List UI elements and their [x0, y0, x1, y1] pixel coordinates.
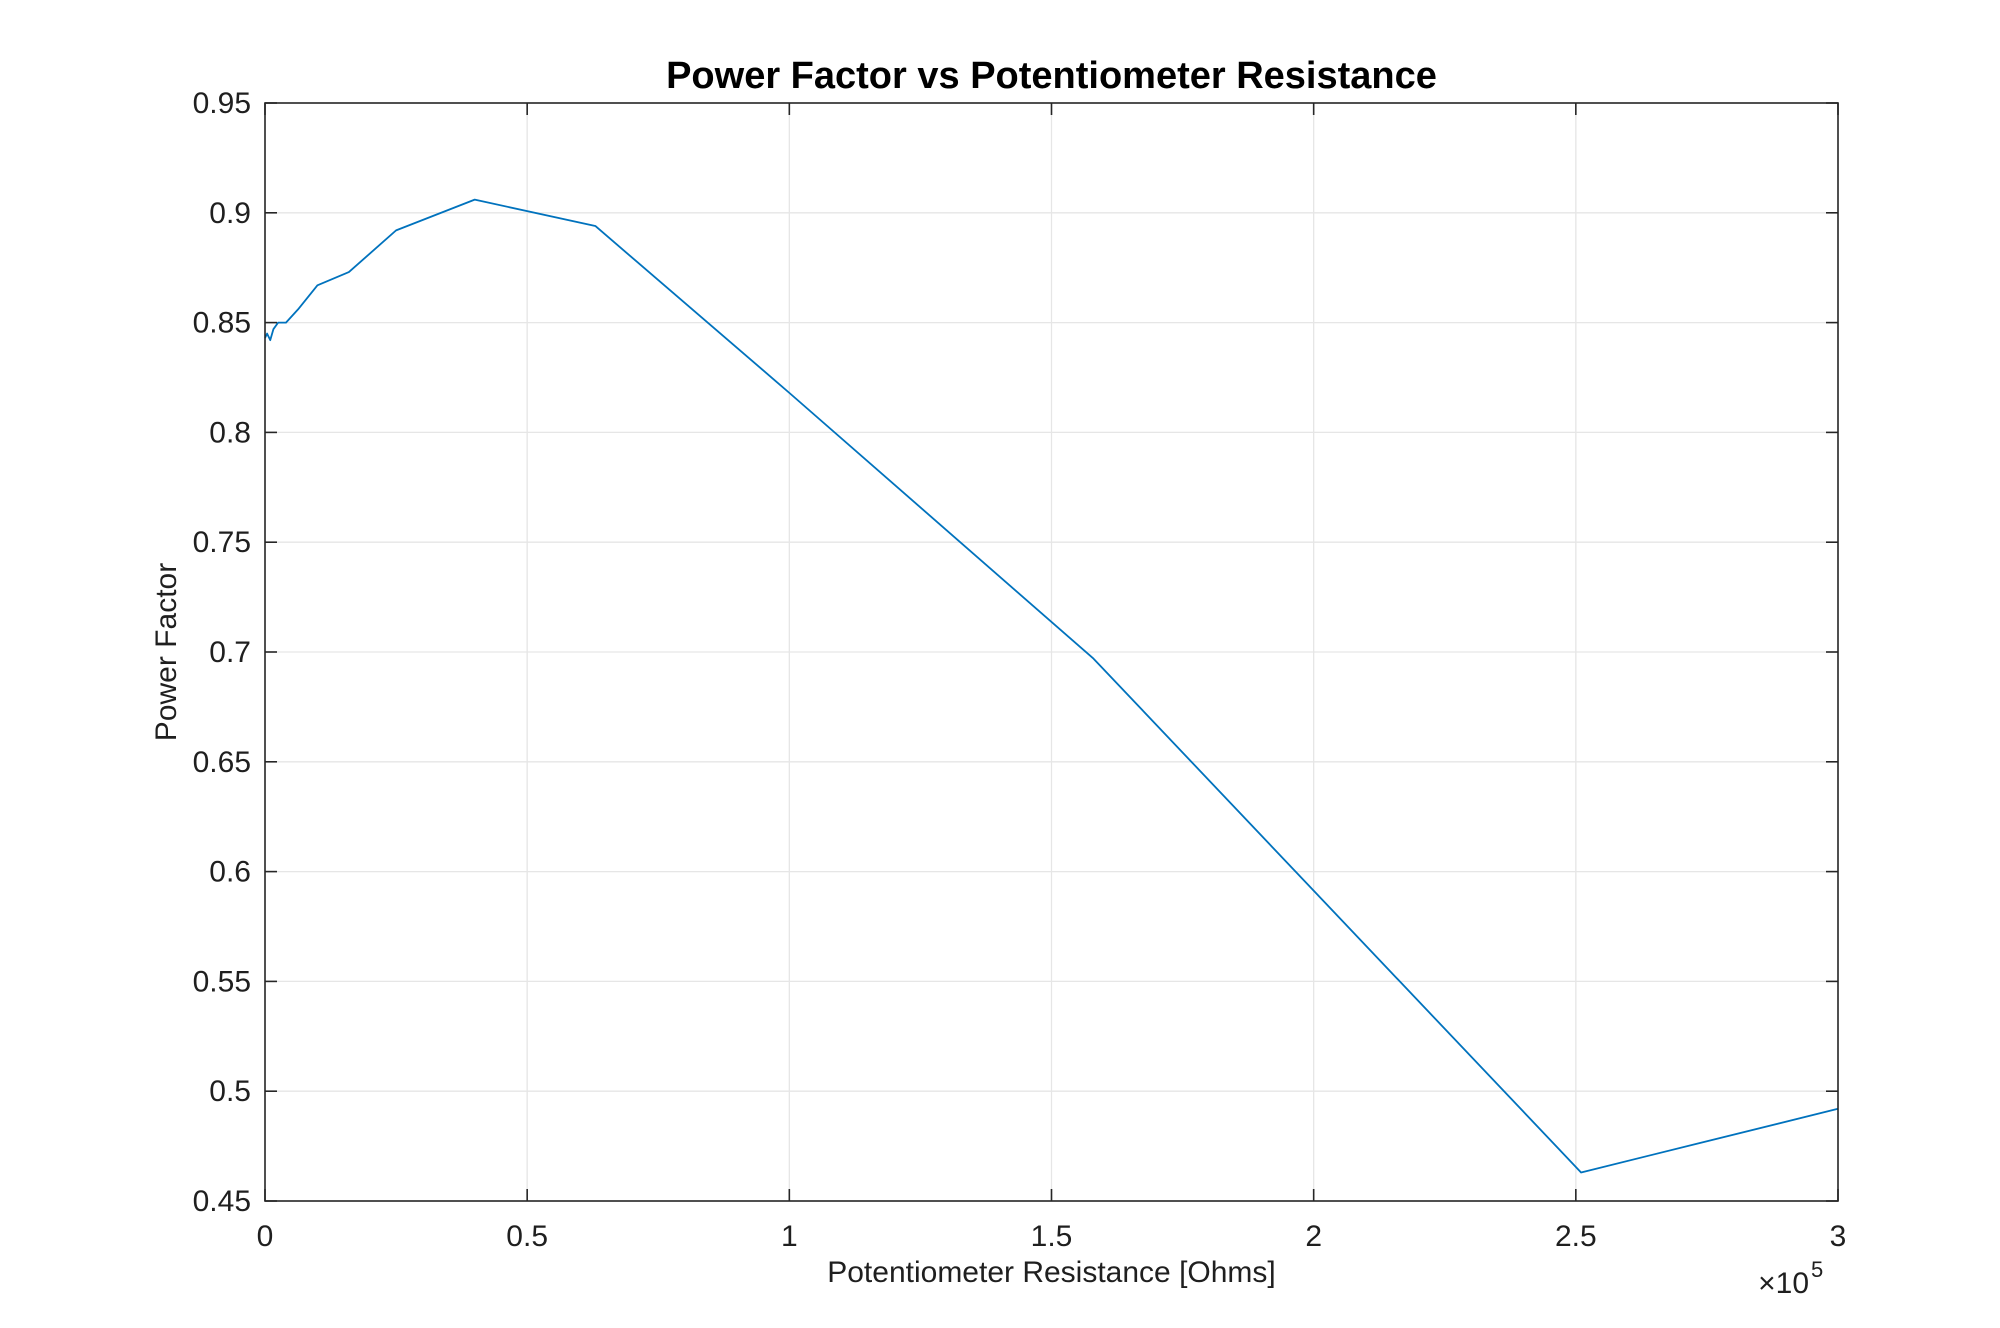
y-tick-label: 0.9 — [209, 197, 251, 230]
x-tick-label: 0 — [257, 1220, 274, 1253]
y-tick-label: 0.5 — [209, 1075, 251, 1108]
y-tick-label: 0.6 — [209, 856, 251, 889]
y-tick-label: 0.7 — [209, 636, 251, 669]
plot-area — [264, 198, 1839, 1174]
y-tick-label: 0.8 — [209, 416, 251, 449]
x-tick-label: 0.5 — [506, 1220, 548, 1253]
x-tick-label: 2.5 — [1555, 1220, 1597, 1253]
y-tick-label: 0.95 — [193, 87, 251, 120]
x-exponent-multiplier: ×10 — [1758, 1267, 1809, 1300]
series-line — [264, 198, 1839, 1174]
y-axis-label: Power Factor — [150, 563, 183, 741]
y-tick-label: 0.85 — [193, 307, 251, 340]
y-tick-labels: 0.45 0.5 0.55 0.6 0.65 0.7 0.75 0.8 0.85 0.9 0.95 — [193, 87, 251, 1218]
x-tick-label: 2 — [1305, 1220, 1322, 1253]
y-tick-label: 0.65 — [193, 746, 251, 779]
y-tick-label: 0.45 — [193, 1185, 251, 1218]
chart-title: Power Factor vs Potentiometer Resistance — [666, 55, 1437, 97]
x-tick-label: 3 — [1830, 1220, 1847, 1253]
x-exponent-power: 5 — [1811, 1257, 1823, 1282]
x-tick-labels: 0 0.5 1 1.5 2 2.5 3 — [257, 1220, 1847, 1253]
y-tick-label: 0.75 — [193, 526, 251, 559]
axis-ticks — [264, 102, 1839, 1202]
x-axis-exponent: ×10 5 — [1758, 1257, 1823, 1300]
x-tick-label: 1.5 — [1031, 1220, 1073, 1253]
y-tick-label: 0.55 — [193, 965, 251, 998]
x-axis-label: Potentiometer Resistance [Ohms] — [827, 1256, 1276, 1289]
x-tick-label: 1 — [781, 1220, 798, 1253]
